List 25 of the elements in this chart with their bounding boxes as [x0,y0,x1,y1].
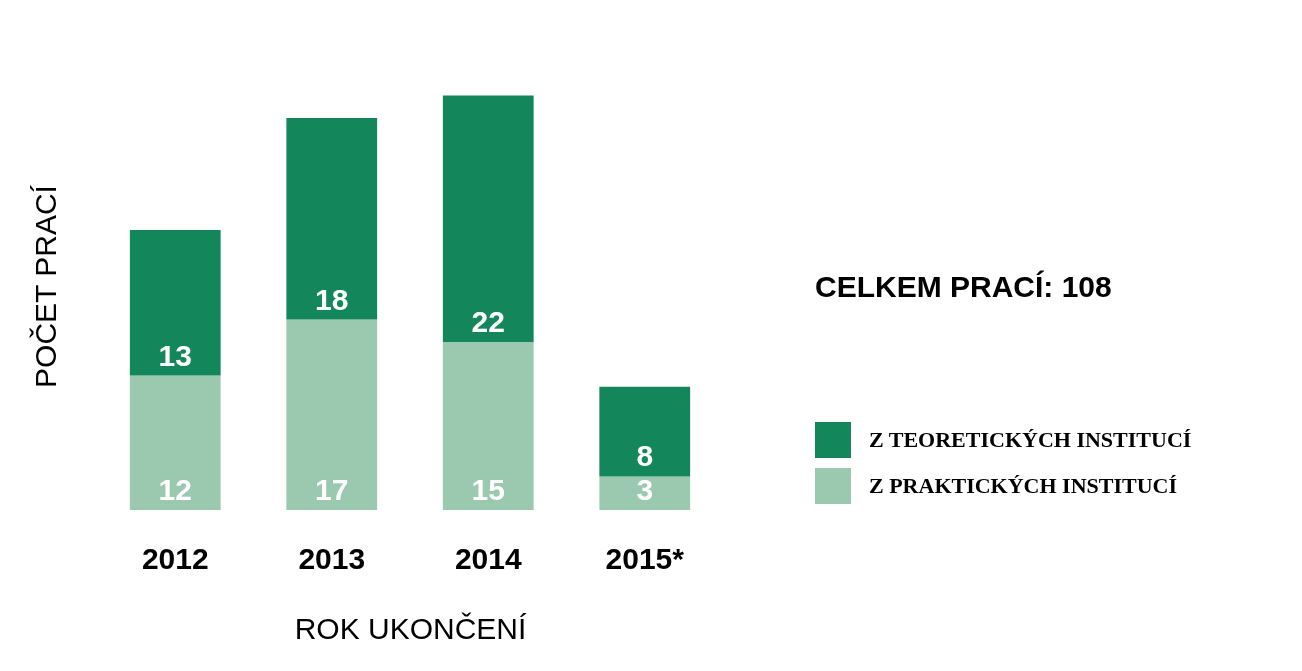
bar [599,386,691,477]
bar [129,375,221,510]
bar [129,230,221,376]
data-label: 13 [158,338,192,372]
bar [599,476,691,510]
legend-label: Z TEORETICKÝCH INSTITUCÍ [869,427,1192,452]
x-tick-label: 2013 [298,541,366,575]
data-label: 17 [315,473,349,506]
x-tick-label: 2014 [454,541,522,575]
bar [286,118,378,320]
data-label: 8 [636,439,654,473]
x-tick-label: 2015* [605,541,685,575]
y-axis-title: POČET PRACÍ [28,184,62,388]
bar [442,95,534,342]
bar [286,319,378,510]
x-axis-title: ROK UKONČENÍ [294,611,528,645]
bar [442,342,534,510]
text: CELKEM PRACÍ: 108 [815,270,1112,303]
data-label: 3 [636,473,654,506]
data-label: 22 [471,305,505,338]
data-label: 18 [315,282,349,316]
legend-label: Z PRAKTICKÝCH INSTITUCÍ [869,473,1178,498]
data-label: 15 [471,473,505,506]
x-tick-label: 2012 [141,541,209,575]
data-label: 12 [158,473,192,506]
